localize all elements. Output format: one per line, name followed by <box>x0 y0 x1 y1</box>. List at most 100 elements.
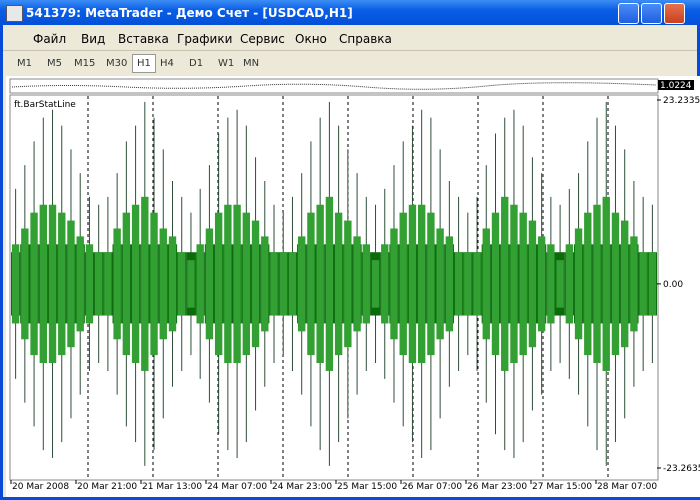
histogram-bar <box>390 228 398 340</box>
price-box <box>658 80 694 90</box>
histogram-bar <box>58 212 66 356</box>
histogram-bar <box>464 252 472 316</box>
histogram-bar <box>122 212 131 356</box>
histogram-bar <box>630 236 638 332</box>
histogram-bar <box>334 212 343 356</box>
menu-item[interactable]: Файл <box>33 32 67 46</box>
histogram-bar <box>639 252 647 316</box>
time-label: 28 Mar 07:00 <box>597 482 657 492</box>
window-title: 541379: MetaTrader - Демо Счет - [USDCAD… <box>26 6 353 20</box>
histogram-bar <box>224 204 232 364</box>
timeframe-button[interactable]: M15 <box>74 58 96 69</box>
histogram-bar <box>565 244 574 324</box>
time-label: 21 Mar 13:00 <box>142 482 202 492</box>
histogram-bar <box>473 252 481 316</box>
histogram-bar <box>344 220 352 348</box>
histogram-bar <box>205 228 214 340</box>
histogram-bar <box>270 252 278 316</box>
time-label: 26 Mar 23:00 <box>467 482 527 492</box>
price-label: 1.0224 <box>660 81 692 91</box>
histogram-bar <box>214 212 223 356</box>
top-panel-line <box>11 82 657 90</box>
histogram-bar <box>288 252 297 316</box>
time-label: 24 Mar 23:00 <box>272 482 332 492</box>
histogram-bar <box>251 220 260 348</box>
title-bar: 541379: MetaTrader - Демо Счет - [USDCAD… <box>0 0 700 25</box>
time-label: 26 Mar 07:00 <box>402 482 462 492</box>
histogram-bar <box>427 212 435 356</box>
histogram-bar <box>501 196 509 371</box>
timeframe-toolbar: M1 M5 M15 M30 H1 H4 D1 W1 MN <box>3 51 697 76</box>
main-panel <box>9 94 659 481</box>
histogram-bar <box>436 228 444 340</box>
timeframe-button[interactable]: W1 <box>218 58 235 69</box>
histogram-bar <box>187 260 195 308</box>
minimize-button[interactable] <box>618 3 639 24</box>
histogram-bar <box>445 236 454 332</box>
histogram-bar <box>196 244 204 324</box>
histogram-bar <box>556 260 564 308</box>
histogram-bar <box>574 228 583 340</box>
histogram-bar <box>362 244 370 324</box>
histogram-bar <box>602 196 610 371</box>
histogram-bar <box>298 236 306 332</box>
histogram-bar <box>178 252 186 316</box>
timeframe-button[interactable]: H4 <box>160 58 174 69</box>
menu-item[interactable]: Вставка <box>118 32 169 46</box>
histogram-bar <box>417 204 426 364</box>
histogram-bar <box>141 196 149 371</box>
time-label: 20 Mar 2008 <box>12 482 69 492</box>
histogram-bar <box>113 228 121 340</box>
histogram-bar <box>528 220 537 348</box>
histogram-bar <box>510 204 518 364</box>
chart: 1.0224 ft.BarStatLine 20 Mar 2008 20 Mar … <box>6 76 700 497</box>
timeframe-button[interactable]: M1 <box>17 58 32 69</box>
histogram-bar <box>454 252 463 316</box>
histogram-bar <box>547 244 555 324</box>
y-tick-label: -23.2635 <box>663 464 700 474</box>
histogram-bar <box>353 236 361 332</box>
histogram-bar <box>168 236 177 332</box>
histogram-bar <box>307 212 315 356</box>
menu-item[interactable]: Вид <box>81 32 106 46</box>
histogram-bar <box>242 212 251 356</box>
histogram-bar <box>648 252 657 316</box>
menu-item[interactable]: Графики <box>177 32 233 46</box>
timeframe-button[interactable]: D1 <box>189 58 204 69</box>
menu-item[interactable]: Справка <box>339 32 392 46</box>
menu-item[interactable]: Окно <box>295 32 327 46</box>
histogram-bar <box>67 220 75 348</box>
time-label: 20 Mar 21:00 <box>77 482 137 492</box>
histogram-bar <box>76 236 84 332</box>
y-tick-label: 0.00 <box>663 280 683 290</box>
histogram-bar <box>48 204 57 364</box>
histogram-bar <box>233 204 241 364</box>
histogram-bar <box>584 212 592 356</box>
time-label: 24 Mar 07:00 <box>207 482 267 492</box>
y-tick-label: 23.2335 <box>663 96 700 106</box>
app-icon <box>6 5 23 22</box>
histogram-bar <box>408 204 417 364</box>
histogram-bar <box>150 212 158 356</box>
histogram-bar <box>159 228 167 340</box>
menu-bar: Файл Вид Вставка Графики Сервис Окно Справка <box>3 25 697 51</box>
timeframe-button[interactable]: M5 <box>47 58 62 69</box>
histogram-bar <box>621 220 629 348</box>
histogram-bar <box>30 212 38 356</box>
histogram-bar <box>593 204 601 364</box>
close-button[interactable] <box>664 3 685 24</box>
timeframe-button[interactable]: H1 <box>132 54 156 73</box>
maximize-button[interactable] <box>641 3 662 24</box>
timeframe-button[interactable]: MN <box>243 58 260 69</box>
histogram-bar <box>94 252 103 316</box>
indicator-name: ft.BarStatLine <box>14 100 76 110</box>
histogram-bar <box>316 204 324 364</box>
histogram-bar <box>482 228 490 340</box>
histogram-bar <box>491 212 500 356</box>
histogram-bar <box>85 244 94 324</box>
menu-item[interactable]: Сервис <box>240 32 285 46</box>
histogram-bar <box>131 204 140 364</box>
histogram-bar <box>21 228 29 340</box>
histogram-bar <box>399 212 407 356</box>
timeframe-button[interactable]: M30 <box>106 58 128 69</box>
